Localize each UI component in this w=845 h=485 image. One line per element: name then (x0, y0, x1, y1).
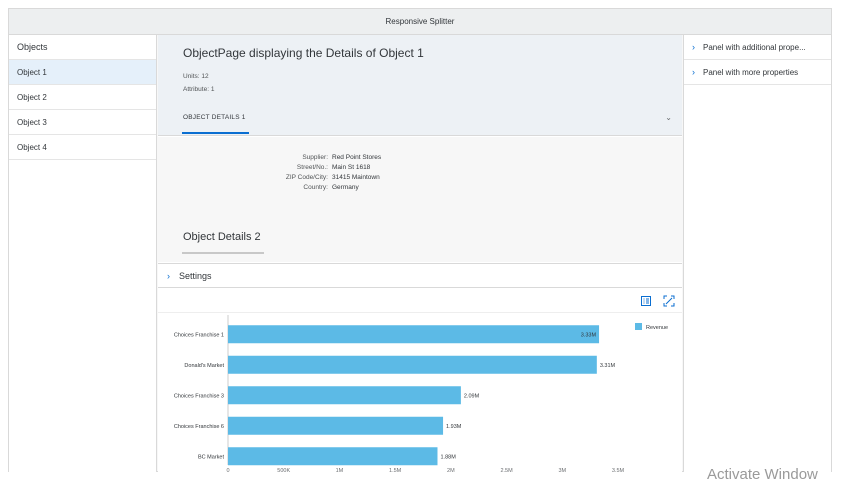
data-label: 1.88M (440, 454, 456, 460)
bar-3 (228, 386, 461, 405)
fullscreen-icon[interactable] (663, 295, 675, 307)
settings-panel-header[interactable]: › Settings (158, 263, 682, 288)
chevron-right-icon: › (167, 270, 170, 281)
form-label: Street/No.: (296, 164, 328, 171)
section-title-underline (182, 252, 264, 254)
legend-label: Revenue (646, 325, 668, 331)
form-label: Country: (303, 184, 328, 191)
object-page-header: ObjectPage displaying the Details of Obj… (158, 35, 682, 136)
panel-header-2[interactable]: › Panel with more properties (684, 60, 831, 85)
section-title-object-details-2: Object Details 2 (183, 231, 261, 243)
properties-pane: › Panel with additional prope... › Panel wi… (683, 35, 831, 472)
object-page-title: ObjectPage displaying the Details of Obj… (183, 46, 424, 60)
category-label: Choices Franchise 3 (174, 393, 224, 399)
data-label: 1.93M (446, 424, 462, 430)
bar-5 (228, 447, 438, 466)
form-value: 31415 Maintown (332, 174, 380, 181)
app-title-bar: Responsive Splitter (9, 9, 831, 35)
legend-swatch (635, 323, 642, 330)
x-tick-label: 500K (277, 468, 290, 472)
settings-label: Settings (179, 270, 212, 281)
objects-list-title: Objects (9, 35, 156, 60)
form-label: Supplier: (302, 154, 328, 161)
form-row: Country: Germany (228, 183, 381, 193)
data-label: 3.31M (600, 363, 616, 369)
tab-selected-indicator (182, 132, 249, 134)
form-value: Germany (332, 184, 359, 191)
object-page: ObjectPage displaying the Details of Obj… (158, 35, 682, 472)
category-label: Donald's Market (184, 363, 224, 369)
supplier-form: Supplier: Red Point Stores Street/No.: Main… (228, 153, 381, 193)
bar-2 (228, 355, 597, 374)
x-tick-label: 2M (447, 468, 455, 472)
objects-list: Object 1 Object 2 Object 3 Object 4 (9, 60, 156, 160)
x-tick-label: 2.5M (500, 468, 513, 472)
revenue-bar-chart: Choices Franchise 1 3.33M Donald's Market 3… (174, 315, 668, 472)
category-label: Choices Franchise 1 (174, 332, 224, 338)
form-row: Supplier: Red Point Stores (228, 153, 381, 163)
objects-pane: Objects Object 1 Object 2 Object 3 Object 4 (9, 35, 157, 472)
form-value: Main St 1618 (332, 164, 371, 171)
object-details-section: Supplier: Red Point Stores Street/No.: Main… (158, 137, 682, 262)
chevron-down-icon[interactable]: ⌄ (665, 113, 672, 122)
list-item-object-3[interactable]: Object 3 (9, 110, 156, 135)
attribute-attribute: Attribute: 1 (183, 86, 215, 93)
x-tick-label: 0 (226, 468, 229, 472)
list-item-object-4[interactable]: Object 4 (9, 135, 156, 160)
form-row: ZIP Code/City: 31415 Maintown (228, 173, 381, 183)
chart-toolbar (158, 289, 682, 313)
panel-header-1[interactable]: › Panel with additional prope... (684, 35, 831, 60)
data-label: 3.33M (581, 332, 597, 338)
app-title: Responsive Splitter (385, 17, 455, 26)
bar-1 (228, 325, 600, 344)
list-item-object-1[interactable]: Object 1 (9, 60, 156, 85)
panel-label: Panel with more properties (703, 67, 799, 77)
activate-windows-watermark: Activate Window (707, 466, 818, 483)
category-label: Choices Franchise 6 (174, 424, 224, 430)
form-row: Street/No.: Main St 1618 (228, 163, 381, 173)
form-label: ZIP Code/City: (285, 174, 328, 181)
legend-toggle-icon[interactable] (640, 295, 652, 307)
x-tick-label: 3.5M (612, 468, 625, 472)
chevron-right-icon: › (692, 67, 695, 77)
x-tick-label: 3M (558, 468, 566, 472)
panel-list: › Panel with additional prope... › Panel wi… (684, 35, 831, 85)
x-tick-label: 1.5M (389, 468, 402, 472)
x-tick-label: 1M (336, 468, 344, 472)
tab-object-details-1[interactable]: OBJECT DETAILS 1 (183, 114, 246, 121)
chevron-right-icon: › (692, 42, 695, 52)
category-label: BC Market (198, 454, 224, 460)
data-label: 2.09M (464, 393, 480, 399)
form-value: Red Point Stores (332, 154, 382, 161)
bar-4 (228, 416, 444, 435)
list-item-object-2[interactable]: Object 2 (9, 85, 156, 110)
units-attribute: Units: 12 (183, 73, 209, 80)
panel-label: Panel with additional prope... (703, 42, 806, 52)
chart-container: Choices Franchise 1 3.33M Donald's Market 3… (158, 289, 682, 472)
app-window: Responsive Splitter Objects Object 1 Obje… (8, 8, 832, 472)
